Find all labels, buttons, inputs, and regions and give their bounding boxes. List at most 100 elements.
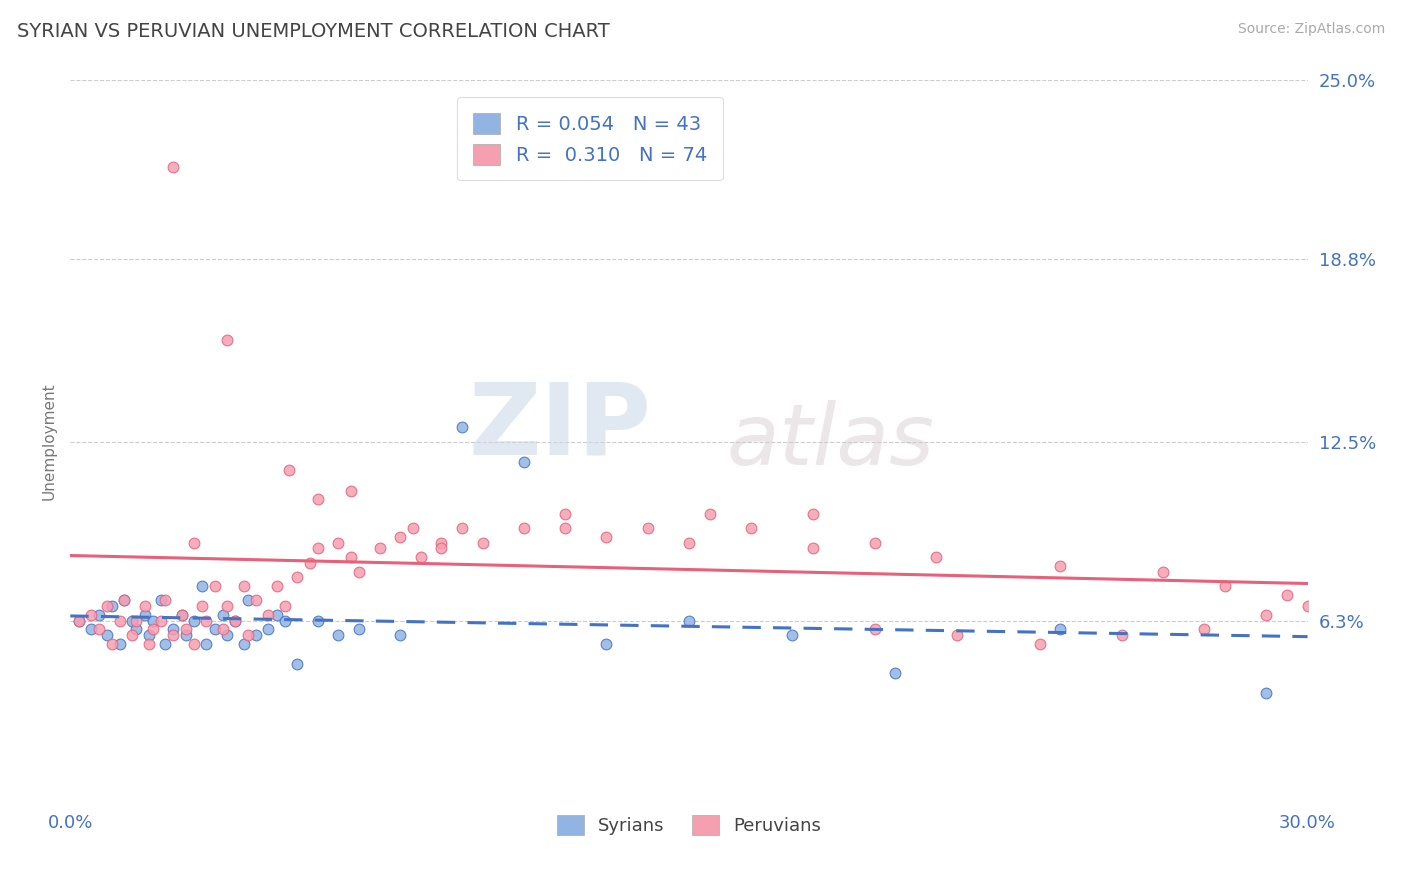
- Point: [1152, 565, 1174, 579]
- Point: [162, 160, 184, 174]
- Point: [138, 637, 160, 651]
- Point: [257, 607, 280, 622]
- Point: [224, 614, 246, 628]
- Point: [595, 637, 617, 651]
- Point: [513, 455, 536, 469]
- Point: [678, 614, 700, 628]
- Point: [89, 607, 111, 622]
- Point: [266, 607, 288, 622]
- Point: [1049, 623, 1071, 637]
- Point: [266, 579, 288, 593]
- Point: [1028, 637, 1050, 651]
- Point: [1256, 607, 1278, 622]
- Point: [138, 628, 160, 642]
- Point: [245, 628, 267, 642]
- Point: [108, 637, 131, 651]
- Point: [285, 570, 308, 584]
- Text: SYRIAN VS PERUVIAN UNEMPLOYMENT CORRELATION CHART: SYRIAN VS PERUVIAN UNEMPLOYMENT CORRELAT…: [17, 22, 610, 41]
- Point: [401, 521, 423, 535]
- Point: [96, 628, 118, 642]
- Point: [339, 550, 361, 565]
- Point: [183, 614, 205, 628]
- Point: [89, 623, 111, 637]
- Point: [96, 599, 118, 614]
- Point: [108, 614, 131, 628]
- Point: [183, 637, 205, 651]
- Point: [801, 541, 824, 556]
- Point: [1049, 558, 1071, 573]
- Point: [100, 637, 122, 651]
- Point: [307, 541, 329, 556]
- Point: [232, 579, 254, 593]
- Point: [134, 599, 156, 614]
- Point: [195, 614, 218, 628]
- Point: [204, 579, 226, 593]
- Point: [554, 521, 576, 535]
- Point: [274, 614, 297, 628]
- Point: [236, 593, 259, 607]
- Point: [471, 535, 494, 549]
- Point: [112, 593, 135, 607]
- Point: [125, 614, 148, 628]
- Point: [215, 599, 238, 614]
- Point: [430, 541, 453, 556]
- Point: [925, 550, 948, 565]
- Point: [946, 628, 969, 642]
- Point: [174, 623, 197, 637]
- Point: [150, 593, 173, 607]
- Point: [142, 623, 165, 637]
- Point: [212, 623, 235, 637]
- Point: [215, 334, 238, 348]
- Point: [298, 556, 321, 570]
- Point: [162, 623, 184, 637]
- Point: [740, 521, 762, 535]
- Point: [1275, 588, 1298, 602]
- Point: [678, 535, 700, 549]
- Point: [801, 507, 824, 521]
- Point: [389, 628, 412, 642]
- Point: [277, 463, 299, 477]
- Point: [121, 628, 143, 642]
- Point: [142, 614, 165, 628]
- Point: [513, 521, 536, 535]
- Point: [121, 614, 143, 628]
- Point: [100, 599, 122, 614]
- Point: [699, 507, 721, 521]
- Point: [153, 593, 176, 607]
- Point: [430, 535, 453, 549]
- Point: [451, 521, 474, 535]
- Point: [150, 614, 173, 628]
- Point: [339, 483, 361, 498]
- Point: [1256, 686, 1278, 700]
- Point: [183, 535, 205, 549]
- Point: [153, 637, 176, 651]
- Point: [307, 492, 329, 507]
- Point: [863, 623, 886, 637]
- Point: [224, 614, 246, 628]
- Point: [215, 628, 238, 642]
- Point: [170, 607, 193, 622]
- Point: [451, 420, 474, 434]
- Point: [780, 628, 803, 642]
- Point: [191, 599, 214, 614]
- Point: [409, 550, 432, 565]
- Point: [80, 623, 103, 637]
- Point: [554, 507, 576, 521]
- Point: [637, 521, 659, 535]
- Point: [368, 541, 391, 556]
- Point: [884, 665, 907, 680]
- Point: [328, 628, 350, 642]
- Point: [863, 535, 886, 549]
- Point: [1213, 579, 1236, 593]
- Text: atlas: atlas: [725, 400, 934, 483]
- Point: [162, 628, 184, 642]
- Point: [257, 623, 280, 637]
- Point: [245, 593, 267, 607]
- Point: [347, 565, 370, 579]
- Point: [307, 614, 329, 628]
- Point: [195, 637, 218, 651]
- Point: [204, 623, 226, 637]
- Point: [1111, 628, 1133, 642]
- Point: [125, 623, 148, 637]
- Point: [1194, 623, 1216, 637]
